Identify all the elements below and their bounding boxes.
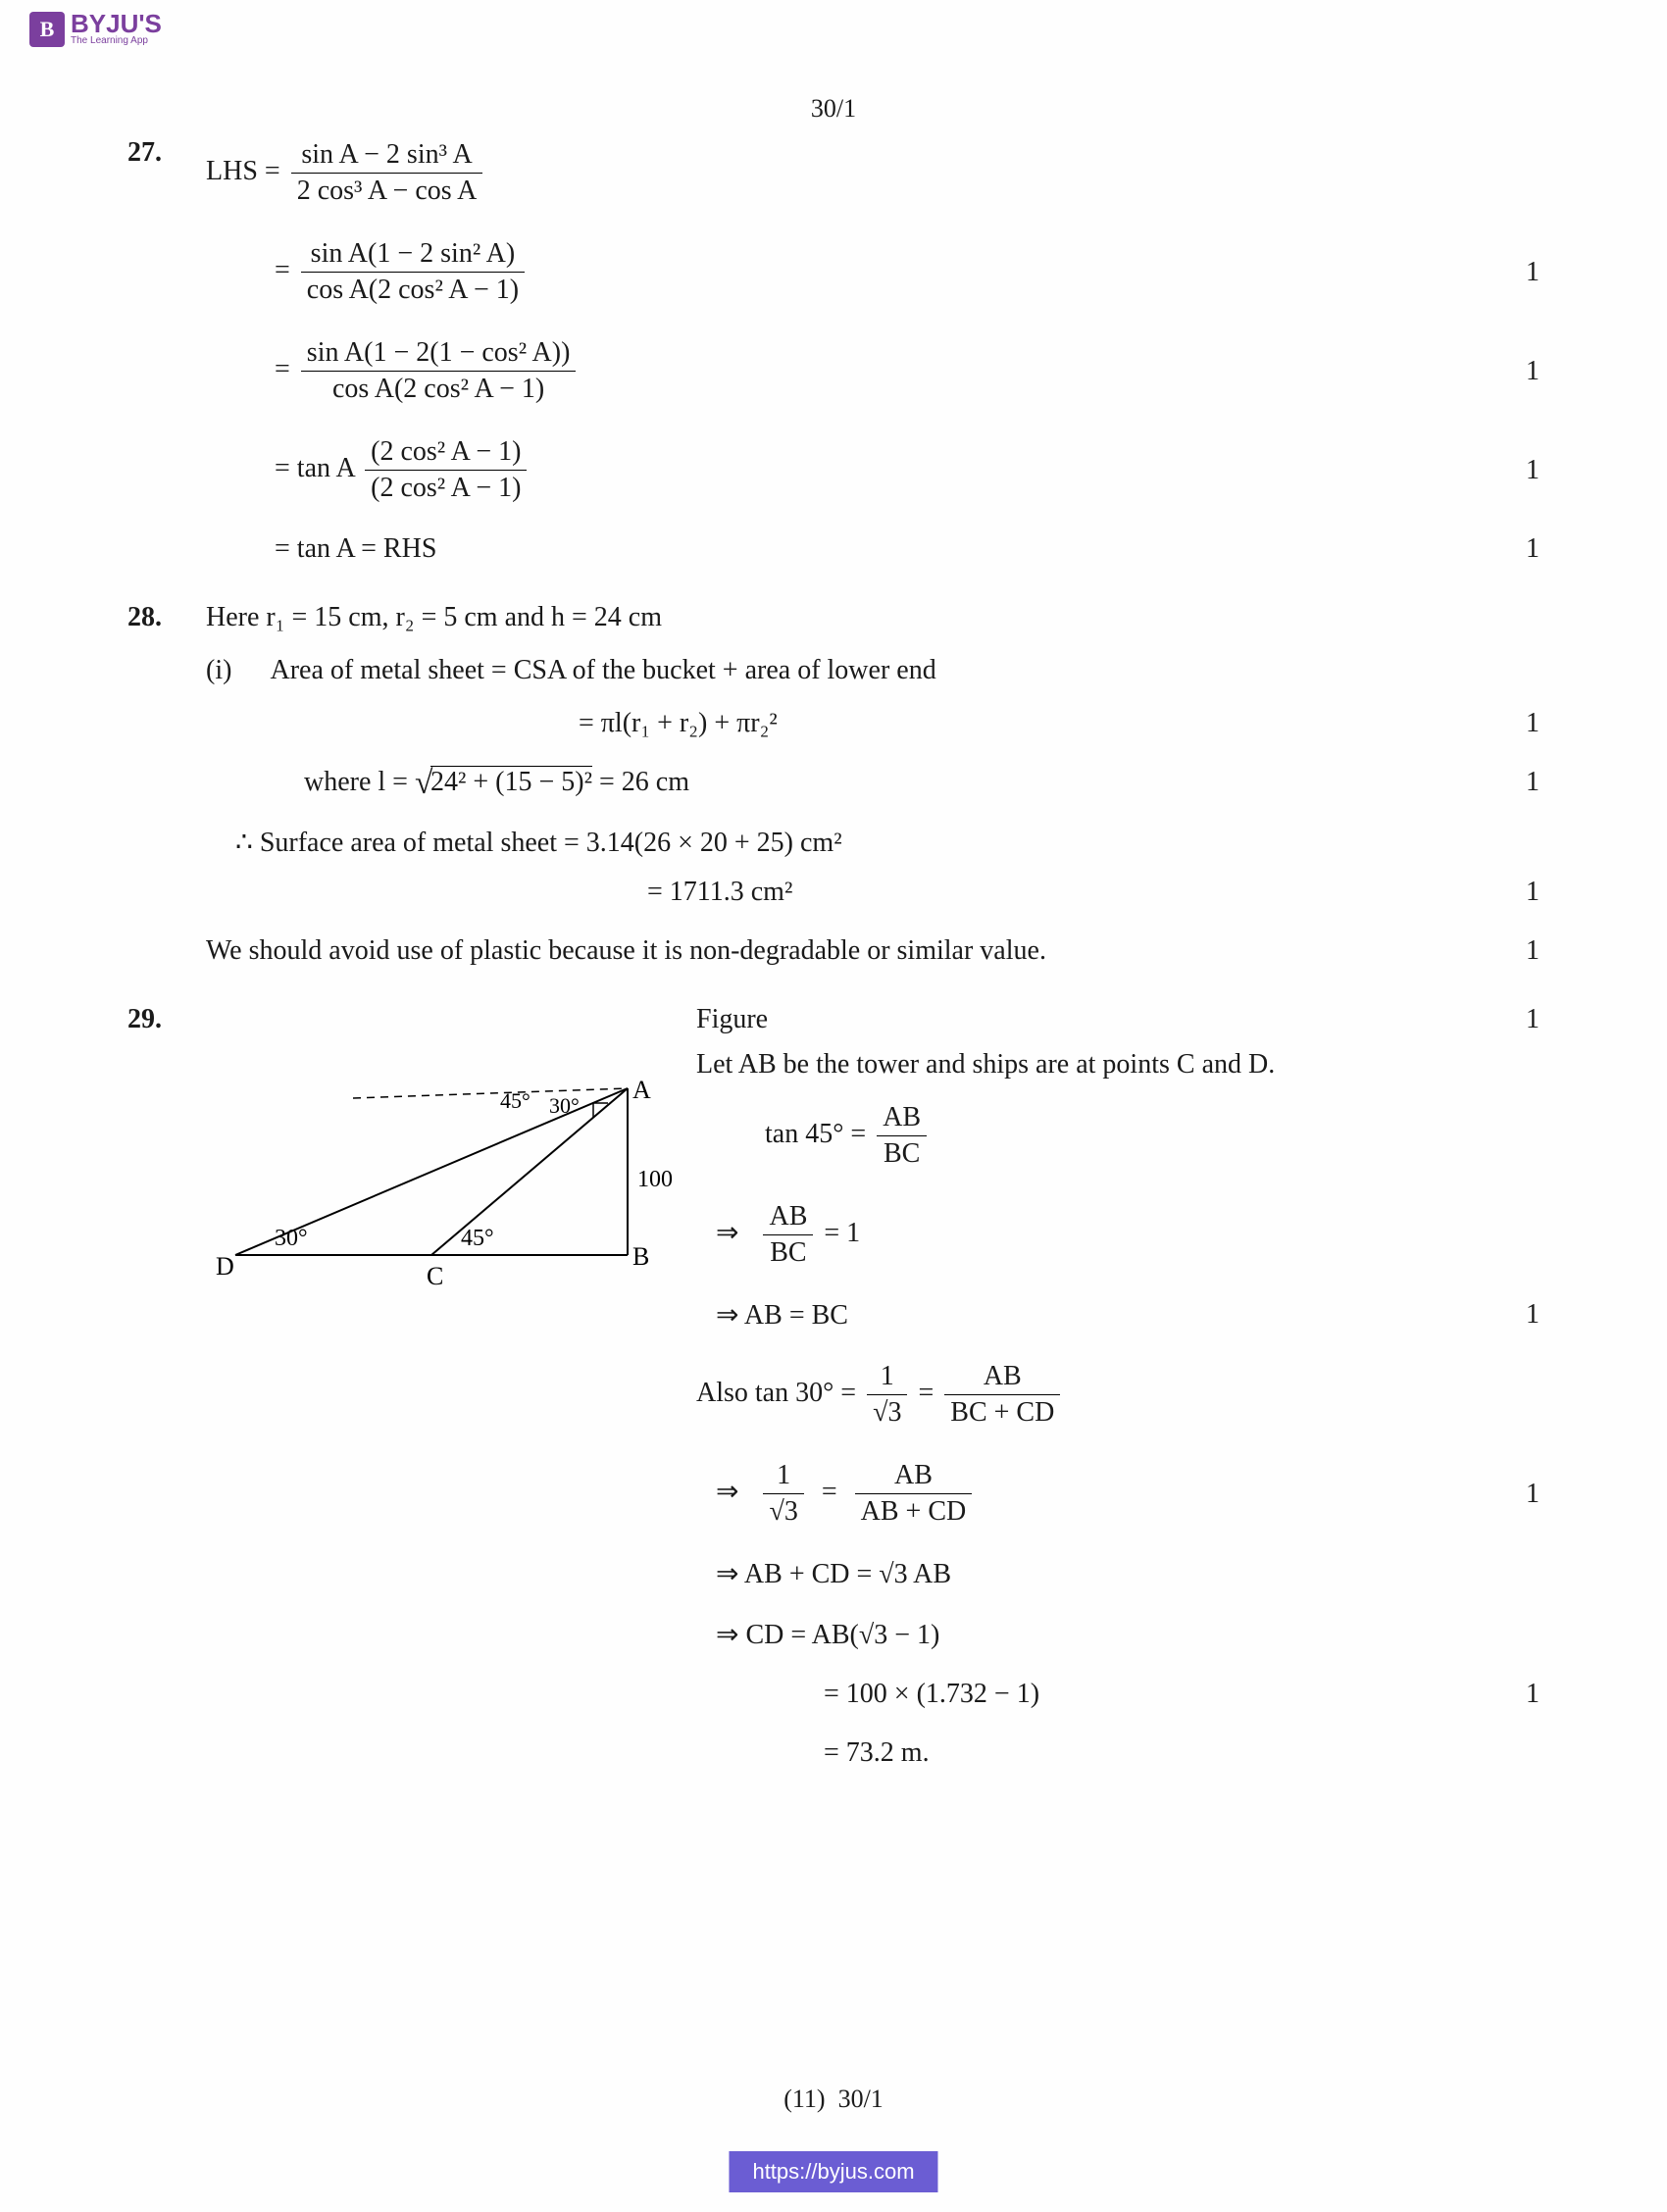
q27-lhs-label: LHS = (206, 156, 280, 186)
diagram-ang30: 30° (275, 1226, 308, 1251)
q27-mark-s5: 1 (1481, 533, 1540, 565)
q27-s2-den: cos A(2 cos² A − 1) (301, 273, 525, 308)
diagram-label-B: B (632, 1242, 649, 1271)
logo-icon: B (29, 12, 65, 47)
q29-s7: ⇒ CD = AB(√3 − 1) (696, 1618, 1481, 1651)
q29-s5-num2: AB (855, 1458, 973, 1494)
q29-s5-den1: √3 (763, 1494, 803, 1530)
page-content: 27. LHS = sin A − 2 sin³ A 2 cos³ A − co… (127, 137, 1540, 1785)
q28-part-i-text: Area of metal sheet = CSA of the bucket … (270, 655, 935, 685)
q29-tan30-rhs-num: AB (944, 1359, 1060, 1395)
page-header-ref: 30/1 (811, 94, 856, 124)
diagram-label-D: D (216, 1252, 234, 1281)
diagram-ang45-top: 45° (500, 1088, 530, 1113)
q27-s2-num: sin A(1 − 2 sin² A) (301, 236, 525, 273)
q28-mark-where: 1 (1481, 767, 1540, 798)
question-29: 29. Figure 1 A B C (127, 1004, 1540, 1777)
q27-s1-num: sin A − 2 sin³ A (291, 137, 483, 174)
q29-mark-s8: 1 (1481, 1679, 1540, 1710)
question-28: 28. Here r₁ = 15 cm, r₂ = 5 cm and h = 2… (127, 602, 1540, 994)
q28-formula: = πl(r₁ + r₂) + πr₂² (206, 708, 1481, 739)
diagram-label-A: A (632, 1076, 651, 1104)
q27-s4-prefix: = tan A (275, 453, 354, 483)
q28-given: Here r₁ = 15 cm, r₂ = 5 cm and h = 24 cm (206, 602, 1481, 633)
q29-mark-s5: 1 (1481, 1479, 1540, 1510)
q29-diagram: A B C D 100 m 30° 45° 45° 30° (206, 1049, 677, 1324)
q29-s5-den2: AB + CD (855, 1494, 973, 1530)
q29-figure-mark: 1 (1481, 1004, 1540, 1035)
footer-page-number: (11) 30/1 (783, 2085, 884, 2114)
q29-s2-den: BC (763, 1235, 813, 1271)
q29-tan30-prefix: Also tan 30° = (696, 1378, 856, 1408)
diagram-height: 100 m (637, 1167, 677, 1192)
q29-tan45-num: AB (877, 1100, 927, 1136)
q27-s1-den: 2 cos³ A − cos A (291, 174, 483, 209)
q28-mark-concl: 1 (1481, 935, 1540, 967)
q29-s9: = 73.2 m. (696, 1737, 1481, 1769)
q28-therefore: ∴ Surface area of metal sheet = 3.14(26 … (206, 826, 1481, 859)
q27-s3-den: cos A(2 cos² A − 1) (301, 372, 577, 407)
q29-s6: ⇒ AB + CD = √3 AB (696, 1557, 1481, 1590)
q29-figure-label: Figure (206, 1004, 1481, 1035)
q28-where-prefix: where l = (304, 767, 415, 797)
q29-tan30-mid-den: √3 (867, 1395, 907, 1431)
footer-url: https://byjus.com (729, 2151, 937, 2192)
q28-number: 28. (127, 602, 206, 633)
q29-s2-num: AB (763, 1199, 813, 1235)
diagram-ang45: 45° (461, 1226, 494, 1251)
q28-result: = 1711.3 cm² (206, 877, 1481, 908)
question-27: 27. LHS = sin A − 2 sin³ A 2 cos³ A − co… (127, 137, 1540, 592)
q28-where-suffix: = 26 cm (599, 767, 689, 797)
diagram-ang30-top: 30° (549, 1093, 580, 1118)
q29-mark-s3: 1 (1481, 1299, 1540, 1331)
brand-logo: B BYJU'S The Learning App (29, 12, 162, 47)
diagram-label-C: C (427, 1262, 443, 1290)
q29-tan30-mid-num: 1 (867, 1359, 907, 1395)
logo-text: BYJU'S (71, 13, 162, 35)
q28-part-i-label: (i) (206, 655, 265, 686)
q29-s8: = 100 × (1.732 − 1) (696, 1679, 1481, 1710)
q27-s4-den: (2 cos² A − 1) (365, 471, 527, 506)
q28-mark-formula: 1 (1481, 708, 1540, 739)
q28-conclusion: We should avoid use of plastic because i… (206, 935, 1481, 967)
q29-s2-rhs: = 1 (824, 1218, 860, 1248)
q29-tan45-lhs: tan 45° = (765, 1119, 866, 1149)
q27-mark-s3: 1 (1481, 356, 1540, 387)
q29-tan45-den: BC (877, 1136, 927, 1172)
q29-intro: Let AB be the tower and ships are at poi… (696, 1049, 1481, 1081)
q27-s5: = tan A = RHS (206, 533, 1481, 565)
q28-where-sqrt: 24² + (15 − 5)² (430, 766, 592, 797)
q29-s3: ⇒ AB = BC (696, 1298, 1481, 1332)
q29-s5-num1: 1 (763, 1458, 803, 1494)
q27-s3-num: sin A(1 − 2(1 − cos² A)) (301, 335, 577, 372)
logo-subtitle: The Learning App (71, 35, 162, 46)
q27-mark-s4: 1 (1481, 455, 1540, 486)
q29-number: 29. (127, 1004, 206, 1035)
q28-mark-result: 1 (1481, 877, 1540, 908)
q29-tan30-rhs-den: BC + CD (944, 1395, 1060, 1431)
q27-mark-s2: 1 (1481, 257, 1540, 288)
q27-s4-num: (2 cos² A − 1) (365, 434, 527, 471)
q27-number: 27. (127, 137, 206, 169)
